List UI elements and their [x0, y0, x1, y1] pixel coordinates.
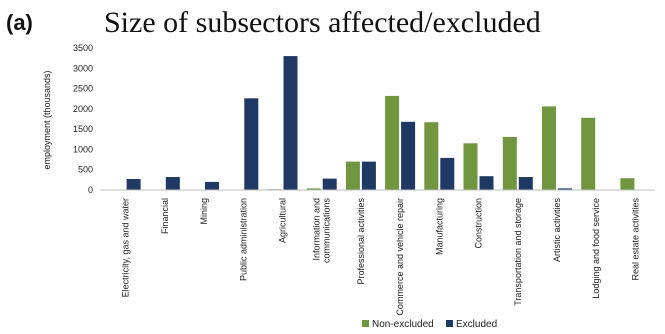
x-category-line: Public administration: [238, 198, 248, 281]
x-category-label: Artistic activities: [552, 198, 562, 263]
y-tick-label: 0: [88, 185, 93, 195]
x-category-label: Electricity, gas and water: [121, 198, 131, 297]
x-category-line: Mining: [199, 198, 209, 225]
legend-label: Non-excluded: [372, 319, 434, 330]
legend: Non-excluded Excluded: [362, 319, 497, 330]
bar-non-excluded: [620, 178, 635, 190]
x-category-line: Lodging and food service: [591, 198, 601, 299]
bar-non-excluded: [345, 161, 360, 190]
legend-swatch: [362, 320, 369, 327]
chart-title: Size of subsectors affected/excluded: [104, 6, 541, 39]
x-category-label: Public administration: [238, 198, 248, 281]
bar-non-excluded: [542, 106, 556, 190]
y-tick-label: 2500: [73, 84, 93, 94]
y-axis-label: employment (thousands): [42, 70, 52, 169]
bar-excluded: [283, 56, 298, 190]
x-category-line: Real estate activities: [630, 198, 640, 281]
bar-excluded: [165, 177, 180, 190]
bar-non-excluded: [424, 122, 439, 190]
x-category-line: Information and: [312, 198, 322, 261]
x-category-line: Financial: [160, 198, 170, 234]
panel-label: (a): [6, 10, 33, 35]
x-category-line: Electricity, gas and water: [121, 198, 131, 297]
y-axis: 0 500 1000 1500 2000 2500 3000 3500: [73, 43, 93, 195]
legend-label: Excluded: [456, 319, 497, 330]
x-category-line: Construction: [474, 198, 484, 249]
x-category-label: Manufacturing: [434, 198, 444, 255]
x-category-label: Financial: [160, 198, 170, 234]
y-tick-label: 3000: [73, 63, 93, 73]
bar-excluded: [440, 157, 455, 190]
x-category-label: Commerce and vehicle repair: [395, 198, 405, 316]
y-tick-label: 1500: [73, 124, 93, 134]
bar-excluded: [205, 181, 219, 190]
x-category-label: Transportation and storage: [513, 198, 523, 306]
x-category-line: Transportation and storage: [513, 198, 523, 306]
x-category-label: Real estate activities: [630, 198, 640, 281]
y-tick-label: 2000: [73, 104, 93, 114]
x-axis-categories: Electricity, gas and water Financial Minin…: [121, 198, 641, 316]
x-category-line: Agricultural: [278, 198, 288, 243]
x-category-label: Mining: [199, 198, 209, 225]
y-tick-label: 1000: [73, 144, 93, 154]
bar-excluded: [479, 176, 494, 190]
x-category-label: Information andcommunications: [312, 198, 332, 264]
x-category-label: Lodging and food service: [591, 198, 601, 299]
y-tick-label: 3500: [73, 43, 93, 53]
bar-excluded: [244, 98, 259, 190]
bar-non-excluded: [463, 143, 478, 190]
bar-excluded: [558, 188, 572, 190]
bar-excluded: [518, 177, 533, 190]
x-category-line: Manufacturing: [434, 198, 444, 255]
legend-swatch: [446, 320, 453, 327]
bar-non-excluded: [581, 117, 596, 190]
x-category-label: Construction: [474, 198, 484, 249]
x-category-line: Commerce and vehicle repair: [395, 198, 405, 316]
x-category-label: Agricultural: [278, 198, 288, 243]
x-category-line: communications: [322, 198, 332, 264]
bar-non-excluded: [306, 188, 321, 190]
x-category-line: Artistic activities: [552, 198, 562, 263]
bar-excluded: [401, 121, 416, 190]
x-category-label: Professional activities: [356, 198, 366, 285]
bar-non-excluded: [385, 95, 400, 190]
y-tick-label: 500: [78, 165, 93, 175]
x-category-line: Professional activities: [356, 198, 366, 285]
bar-excluded: [126, 179, 141, 190]
bar-excluded: [361, 161, 376, 190]
bar-excluded: [322, 178, 337, 190]
bar-non-excluded: [502, 136, 517, 190]
bars: [126, 56, 635, 190]
